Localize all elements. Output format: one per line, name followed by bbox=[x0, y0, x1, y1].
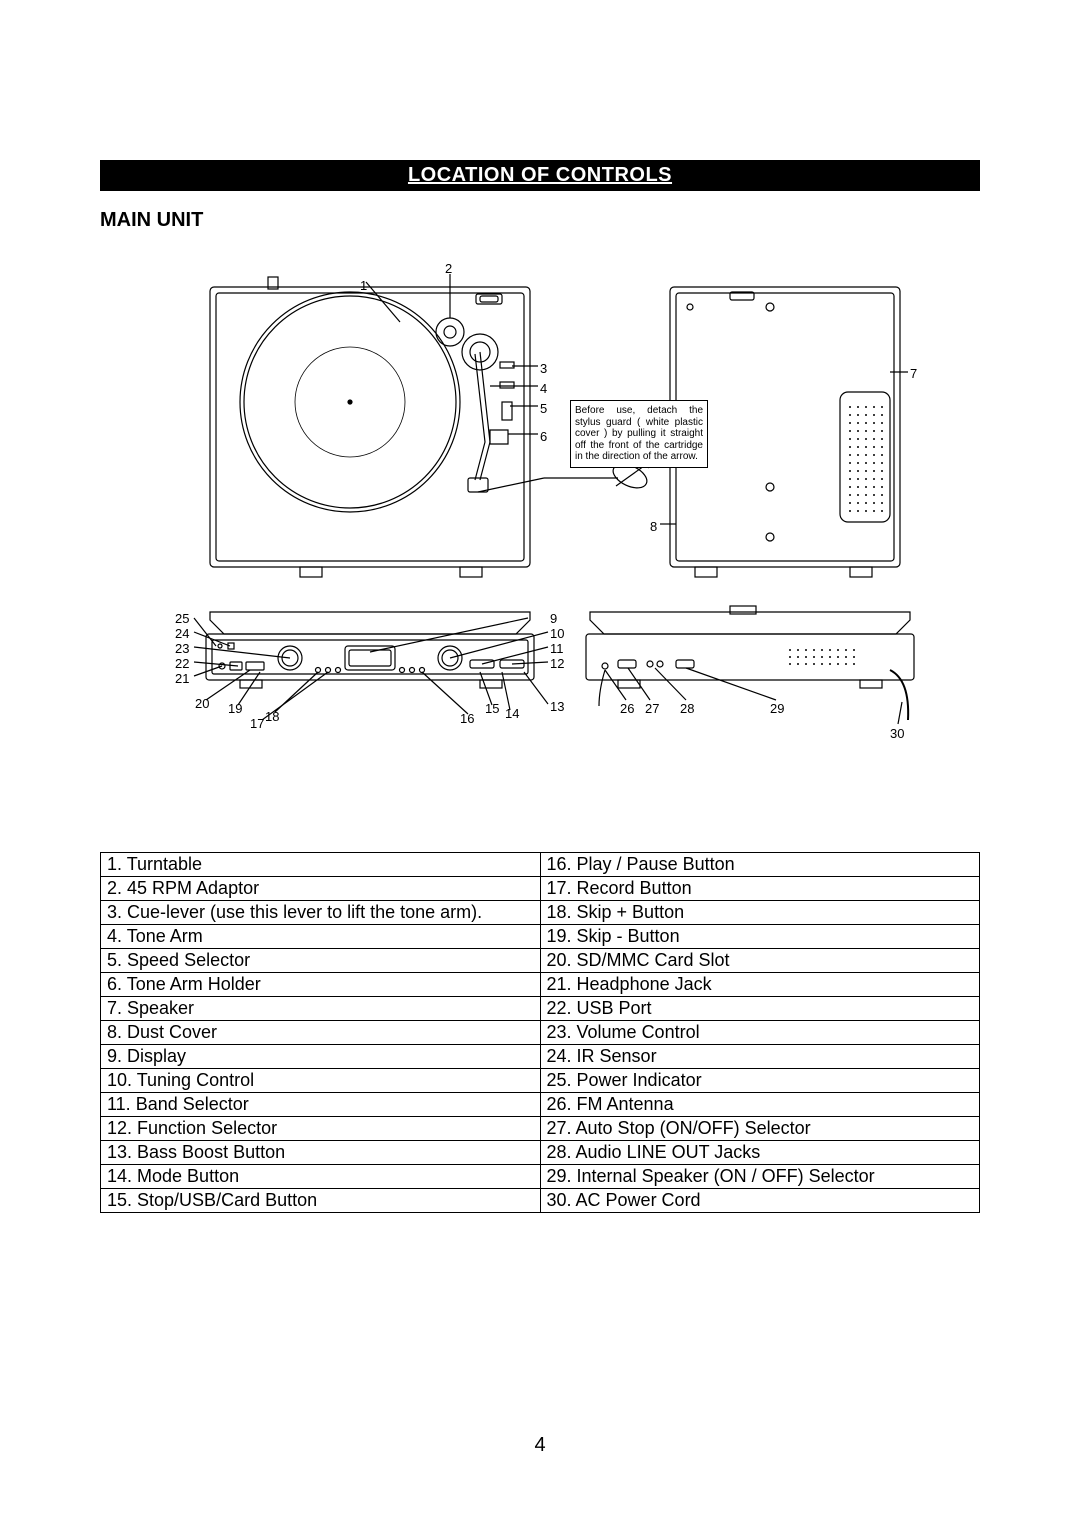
legend-cell-right: 23. Volume Control bbox=[540, 1021, 980, 1045]
diagram-label-5: 5 bbox=[540, 402, 547, 415]
diagram-label-20: 20 bbox=[195, 697, 209, 710]
diagram-label-4: 4 bbox=[540, 382, 547, 395]
legend-cell-right: 25. Power Indicator bbox=[540, 1069, 980, 1093]
table-row: 13. Bass Boost Button28. Audio LINE OUT … bbox=[101, 1141, 980, 1165]
subheading-main-unit: MAIN UNIT bbox=[100, 209, 980, 232]
legend-cell-right: 28. Audio LINE OUT Jacks bbox=[540, 1141, 980, 1165]
diagram-label-13: 13 bbox=[550, 700, 564, 713]
table-row: 4. Tone Arm19. Skip - Button bbox=[101, 925, 980, 949]
diagram-label-7: 7 bbox=[910, 367, 917, 380]
legend-cell-left: 1. Turntable bbox=[101, 853, 541, 877]
legend-cell-left: 9. Display bbox=[101, 1045, 541, 1069]
diagram-label-24: 24 bbox=[175, 627, 189, 640]
table-row: 11. Band Selector26. FM Antenna bbox=[101, 1093, 980, 1117]
legend-cell-left: 2. 45 RPM Adaptor bbox=[101, 877, 541, 901]
table-row: 1. Turntable16. Play / Pause Button bbox=[101, 853, 980, 877]
legend-cell-left: 14. Mode Button bbox=[101, 1165, 541, 1189]
diagram-label-6: 6 bbox=[540, 430, 547, 443]
table-row: 14. Mode Button29. Internal Speaker (ON … bbox=[101, 1165, 980, 1189]
legend-cell-left: 7. Speaker bbox=[101, 997, 541, 1021]
table-row: 2. 45 RPM Adaptor17. Record Button bbox=[101, 877, 980, 901]
diagram-label-11: 11 bbox=[550, 642, 564, 655]
page: LOCATION OF CONTROLS MAIN UNIT bbox=[0, 0, 1080, 1527]
table-row: 15. Stop/USB/Card Button30. AC Power Cor… bbox=[101, 1189, 980, 1213]
page-number: 4 bbox=[0, 1434, 1080, 1457]
legend-cell-left: 15. Stop/USB/Card Button bbox=[101, 1189, 541, 1213]
table-row: 3. Cue-lever (use this lever to lift the… bbox=[101, 901, 980, 925]
diagram-label-26: 26 bbox=[620, 702, 634, 715]
diagram-label-17: 17 bbox=[250, 717, 264, 730]
legend-cell-left: 4. Tone Arm bbox=[101, 925, 541, 949]
table-row: 12. Function Selector27. Auto Stop (ON/O… bbox=[101, 1117, 980, 1141]
legend-cell-left: 6. Tone Arm Holder bbox=[101, 973, 541, 997]
legend-cell-right: 30. AC Power Cord bbox=[540, 1189, 980, 1213]
legend-cell-right: 19. Skip - Button bbox=[540, 925, 980, 949]
legend-cell-right: 29. Internal Speaker (ON / OFF) Selector bbox=[540, 1165, 980, 1189]
diagram-label-12: 12 bbox=[550, 657, 564, 670]
legend-cell-right: 16. Play / Pause Button bbox=[540, 853, 980, 877]
legend-cell-left: 12. Function Selector bbox=[101, 1117, 541, 1141]
table-row: 8. Dust Cover23. Volume Control bbox=[101, 1021, 980, 1045]
controls-diagram: Before use, detach the stylus guard ( wh… bbox=[150, 262, 930, 782]
diagram-label-23: 23 bbox=[175, 642, 189, 655]
diagram-label-9: 9 bbox=[550, 612, 557, 625]
diagram-label-29: 29 bbox=[770, 702, 784, 715]
legend-cell-right: 18. Skip + Button bbox=[540, 901, 980, 925]
diagram-label-27: 27 bbox=[645, 702, 659, 715]
legend-cell-left: 8. Dust Cover bbox=[101, 1021, 541, 1045]
legend-cell-right: 21. Headphone Jack bbox=[540, 973, 980, 997]
legend-cell-left: 5. Speed Selector bbox=[101, 949, 541, 973]
legend-cell-right: 26. FM Antenna bbox=[540, 1093, 980, 1117]
legend-cell-left: 13. Bass Boost Button bbox=[101, 1141, 541, 1165]
diagram-label-21: 21 bbox=[175, 672, 189, 685]
stylus-guard-note: Before use, detach the stylus guard ( wh… bbox=[570, 400, 708, 468]
diagram-label-15: 15 bbox=[485, 702, 499, 715]
legend-cell-right: 27. Auto Stop (ON/OFF) Selector bbox=[540, 1117, 980, 1141]
legend-cell-right: 20. SD/MMC Card Slot bbox=[540, 949, 980, 973]
diagram-label-14: 14 bbox=[505, 707, 519, 720]
diagram-label-22: 22 bbox=[175, 657, 189, 670]
table-row: 6. Tone Arm Holder21. Headphone Jack bbox=[101, 973, 980, 997]
table-row: 5. Speed Selector20. SD/MMC Card Slot bbox=[101, 949, 980, 973]
diagram-label-30: 30 bbox=[890, 727, 904, 740]
legend-cell-right: 24. IR Sensor bbox=[540, 1045, 980, 1069]
legend-cell-right: 17. Record Button bbox=[540, 877, 980, 901]
diagram-label-1: 1 bbox=[360, 279, 367, 292]
legend-cell-left: 11. Band Selector bbox=[101, 1093, 541, 1117]
diagram-label-10: 10 bbox=[550, 627, 564, 640]
diagram-label-28: 28 bbox=[680, 702, 694, 715]
diagram-svg bbox=[150, 262, 930, 782]
section-title-bar: LOCATION OF CONTROLS bbox=[100, 160, 980, 191]
diagram-label-3: 3 bbox=[540, 362, 547, 375]
diagram-label-19: 19 bbox=[228, 702, 242, 715]
diagram-label-25: 25 bbox=[175, 612, 189, 625]
table-row: 7. Speaker22. USB Port bbox=[101, 997, 980, 1021]
controls-legend-table: 1. Turntable16. Play / Pause Button2. 45… bbox=[100, 852, 980, 1213]
diagram-label-2: 2 bbox=[445, 262, 452, 275]
legend-cell-left: 10. Tuning Control bbox=[101, 1069, 541, 1093]
table-row: 9. Display24. IR Sensor bbox=[101, 1045, 980, 1069]
diagram-label-8: 8 bbox=[650, 520, 657, 533]
legend-cell-right: 22. USB Port bbox=[540, 997, 980, 1021]
table-row: 10. Tuning Control25. Power Indicator bbox=[101, 1069, 980, 1093]
diagram-label-16: 16 bbox=[460, 712, 474, 725]
legend-cell-left: 3. Cue-lever (use this lever to lift the… bbox=[101, 901, 541, 925]
diagram-label-18: 18 bbox=[265, 710, 279, 723]
